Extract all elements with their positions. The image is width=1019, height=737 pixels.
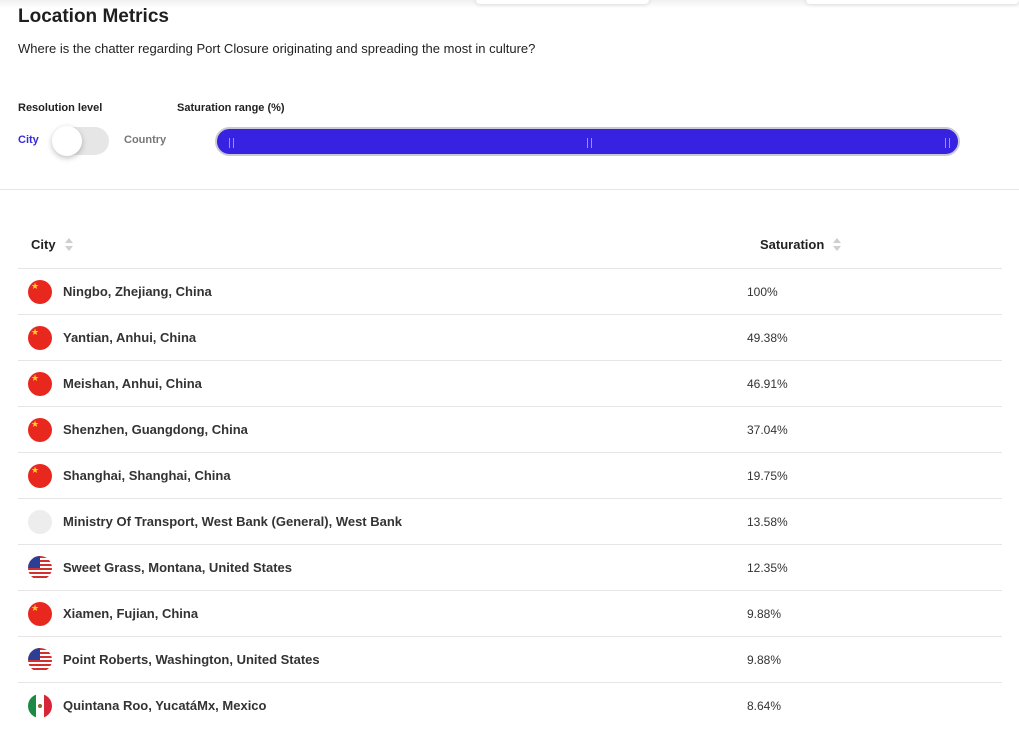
resolution-toggle-knob[interactable] (52, 126, 82, 156)
location-name: Point Roberts, Washington, United States (63, 652, 320, 667)
column-header-saturation[interactable]: Saturation (760, 237, 825, 252)
china-flag-icon: ★ (28, 280, 52, 304)
range-max-handle[interactable] (945, 138, 950, 148)
page-title: Location Metrics (18, 6, 169, 27)
saturation-value: 9.88% (747, 607, 782, 621)
china-flag-icon: ★ (28, 418, 52, 442)
china-flag-icon: ★ (28, 326, 52, 350)
table-row[interactable]: ★ Xiamen, Fujian, China 9.88% (18, 590, 1002, 636)
location-table: ★ Ningbo, Zhejiang, China 100% ★ Yantian, An… (18, 268, 1002, 728)
saturation-value: 37.04% (747, 423, 788, 437)
usa-flag-icon (28, 556, 52, 580)
saturation-value: 12.35% (747, 561, 788, 575)
location-name: Shenzhen, Guangdong, China (63, 422, 248, 437)
table-row[interactable]: Quintana Roo, YucatáMx, Mexico 8.64% (18, 682, 1002, 728)
resolution-option-country[interactable]: Country (124, 134, 167, 146)
sort-saturation-icon[interactable] (833, 237, 841, 253)
saturation-value: 19.75% (747, 469, 788, 483)
location-name: Xiamen, Fujian, China (63, 606, 199, 621)
location-name: Shanghai, Shanghai, China (63, 468, 231, 483)
table-row[interactable]: ★ Meishan, Anhui, China 46.91% (18, 360, 1002, 406)
sort-city-icon[interactable] (65, 237, 73, 253)
saturation-range-slider[interactable] (215, 127, 960, 156)
table-row[interactable]: ★ Shenzhen, Guangdong, China 37.04% (18, 406, 1002, 452)
china-flag-icon: ★ (28, 602, 52, 626)
location-name: Ningbo, Zhejiang, China (63, 284, 212, 299)
blank-flag-icon (28, 510, 52, 534)
table-row[interactable]: ★ Yantian, Anhui, China 49.38% (18, 314, 1002, 360)
location-name: Sweet Grass, Montana, United States (63, 560, 293, 575)
location-name: Quintana Roo, YucatáMx, Mexico (63, 698, 267, 713)
saturation-value: 13.58% (747, 515, 788, 529)
saturation-value: 100% (747, 285, 778, 299)
table-row[interactable]: ★ Shanghai, Shanghai, China 19.75% (18, 452, 1002, 498)
top-right-card (806, 0, 1019, 4)
mexico-flag-icon (28, 694, 52, 718)
saturation-value: 49.38% (747, 331, 788, 345)
page-subtitle: Where is the chatter regarding Port Clos… (18, 41, 536, 56)
location-name: Yantian, Anhui, China (63, 330, 197, 345)
usa-flag-icon (28, 648, 52, 672)
range-mid-handle[interactable] (587, 138, 592, 148)
table-row[interactable]: Sweet Grass, Montana, United States 12.35… (18, 544, 1002, 590)
table-row[interactable]: Ministry Of Transport, West Bank (Genera… (18, 498, 1002, 544)
table-row[interactable]: Point Roberts, Washington, United States… (18, 636, 1002, 682)
china-flag-icon: ★ (28, 372, 52, 396)
table-row[interactable]: ★ Ningbo, Zhejiang, China 100% (18, 268, 1002, 314)
section-divider (0, 189, 1019, 190)
saturation-value: 8.64% (747, 699, 782, 713)
top-shadow (0, 0, 1019, 8)
range-min-handle[interactable] (229, 138, 234, 148)
resolution-level-label: Resolution level (18, 102, 103, 114)
resolution-option-city[interactable]: City (18, 134, 39, 146)
saturation-value: 9.88% (747, 653, 782, 667)
china-flag-icon: ★ (28, 464, 52, 488)
top-tab-card[interactable] (476, 0, 649, 4)
saturation-range-label: Saturation range (%) (177, 102, 285, 114)
saturation-value: 46.91% (747, 377, 788, 391)
location-name: Ministry Of Transport, West Bank (Genera… (63, 514, 403, 529)
column-header-city[interactable]: City (31, 237, 56, 252)
location-name: Meishan, Anhui, China (63, 376, 202, 391)
